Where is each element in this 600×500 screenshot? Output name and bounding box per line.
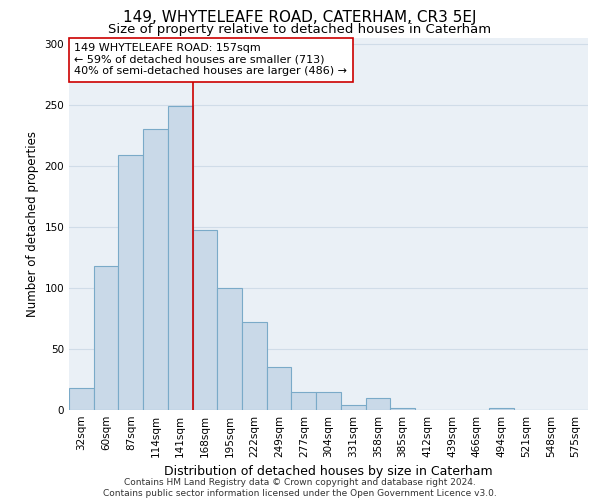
Bar: [118, 154, 143, 410]
Text: 149 WHYTELEAFE ROAD: 157sqm
← 59% of detached houses are smaller (713)
40% of se: 149 WHYTELEAFE ROAD: 157sqm ← 59% of det…: [74, 43, 347, 76]
Bar: [168, 106, 193, 410]
Bar: [143, 129, 168, 410]
Bar: [242, 322, 267, 410]
Bar: [217, 288, 242, 410]
Bar: [316, 392, 341, 410]
Bar: [292, 392, 316, 410]
Text: 149, WHYTELEAFE ROAD, CATERHAM, CR3 5EJ: 149, WHYTELEAFE ROAD, CATERHAM, CR3 5EJ: [123, 10, 477, 25]
Bar: [69, 388, 94, 410]
Text: Size of property relative to detached houses in Caterham: Size of property relative to detached ho…: [109, 22, 491, 36]
Bar: [94, 266, 118, 410]
Bar: [365, 398, 390, 410]
Bar: [267, 368, 292, 410]
Bar: [489, 408, 514, 410]
Bar: [193, 230, 217, 410]
Text: Contains HM Land Registry data © Crown copyright and database right 2024.
Contai: Contains HM Land Registry data © Crown c…: [103, 478, 497, 498]
X-axis label: Distribution of detached houses by size in Caterham: Distribution of detached houses by size …: [164, 466, 493, 478]
Bar: [341, 405, 365, 410]
Y-axis label: Number of detached properties: Number of detached properties: [26, 130, 39, 317]
Bar: [390, 408, 415, 410]
